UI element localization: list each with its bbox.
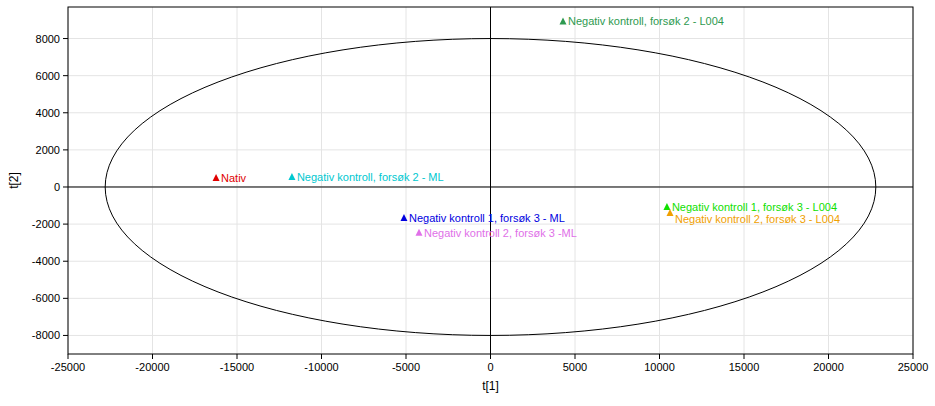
tick bbox=[63, 38, 68, 39]
point bbox=[560, 17, 567, 24]
tick-label: 2000 bbox=[36, 144, 60, 156]
axis-label: t[1] bbox=[482, 379, 499, 393]
tick bbox=[63, 298, 68, 299]
tick-label: -20000 bbox=[135, 361, 169, 373]
tick-label: 15000 bbox=[729, 361, 760, 373]
grid bbox=[68, 7, 913, 354]
point-label: Negativ kontroll 1, forsøk 3 - ML bbox=[409, 212, 565, 224]
tick-label: 5000 bbox=[563, 361, 587, 373]
tick-label: -6000 bbox=[32, 292, 60, 304]
tick-label: 25000 bbox=[898, 361, 929, 373]
point-label: Negativ kontroll, forsøk 2 - L004 bbox=[568, 15, 724, 27]
tick-label: 0 bbox=[487, 361, 493, 373]
points bbox=[213, 17, 674, 235]
tick bbox=[63, 335, 68, 336]
tick bbox=[828, 354, 829, 359]
tick bbox=[744, 354, 745, 359]
tick-label: 6000 bbox=[36, 70, 60, 82]
tick bbox=[237, 354, 238, 359]
tick-label: -4000 bbox=[32, 255, 60, 267]
point bbox=[288, 173, 295, 180]
tick bbox=[63, 149, 68, 150]
chart: -25000-20000-15000-10000-500005000100001… bbox=[0, 0, 935, 406]
tick-label: -10000 bbox=[304, 361, 338, 373]
tick bbox=[63, 186, 68, 187]
tick bbox=[63, 112, 68, 113]
axis-label: t[2] bbox=[7, 172, 21, 189]
tick bbox=[913, 354, 914, 359]
ellipse-group bbox=[105, 39, 876, 336]
plot-background bbox=[68, 7, 913, 354]
grid-line bbox=[744, 7, 745, 354]
point-label: Negativ kontroll 2, forsøk 3 -ML bbox=[424, 227, 577, 239]
tick-label: -25000 bbox=[51, 361, 85, 373]
zero-axes bbox=[68, 7, 913, 354]
tick bbox=[152, 354, 153, 359]
tick bbox=[63, 224, 68, 225]
point-labels: Nativ Negativ kontroll, forsøk 2 - ML Nega… bbox=[221, 15, 840, 238]
tick-label: 4000 bbox=[36, 107, 60, 119]
grid-line bbox=[575, 7, 576, 354]
plot-frame bbox=[68, 7, 913, 354]
point-label: Negativ kontroll 1, forsøk 3 - L004 bbox=[672, 201, 837, 213]
axes: -25000-20000-15000-10000-500005000100001… bbox=[32, 33, 928, 373]
tick bbox=[575, 354, 576, 359]
tick-label: 0 bbox=[54, 181, 60, 193]
grid-line bbox=[490, 7, 491, 354]
tick-label: -5000 bbox=[392, 361, 420, 373]
tick-label: 10000 bbox=[644, 361, 675, 373]
point-label: Nativ bbox=[221, 172, 247, 184]
tick bbox=[68, 354, 69, 359]
point bbox=[416, 229, 423, 236]
tick bbox=[63, 75, 68, 76]
grid-line bbox=[68, 186, 913, 187]
point bbox=[663, 203, 670, 210]
tick-label: -2000 bbox=[32, 218, 60, 230]
zero-axis bbox=[490, 7, 491, 354]
tick bbox=[659, 354, 660, 359]
grid-line bbox=[152, 7, 153, 354]
tick bbox=[490, 354, 491, 359]
tick bbox=[63, 261, 68, 262]
tick-label: 8000 bbox=[36, 33, 60, 45]
tick-label: -8000 bbox=[32, 329, 60, 341]
tick bbox=[321, 354, 322, 359]
hotelling-ellipse bbox=[105, 39, 876, 336]
point bbox=[213, 174, 220, 181]
zero-axis bbox=[68, 186, 913, 187]
tick bbox=[406, 354, 407, 359]
point-label: Negativ kontroll, forsøk 2 - ML bbox=[297, 171, 444, 183]
point bbox=[400, 214, 407, 221]
grid-line bbox=[828, 7, 829, 354]
tick-label: -15000 bbox=[220, 361, 254, 373]
point-label: Negativ kontroll 2, forsøk 3 - L004 bbox=[675, 213, 840, 225]
grid-line bbox=[659, 7, 660, 354]
tick-label: 20000 bbox=[813, 361, 844, 373]
